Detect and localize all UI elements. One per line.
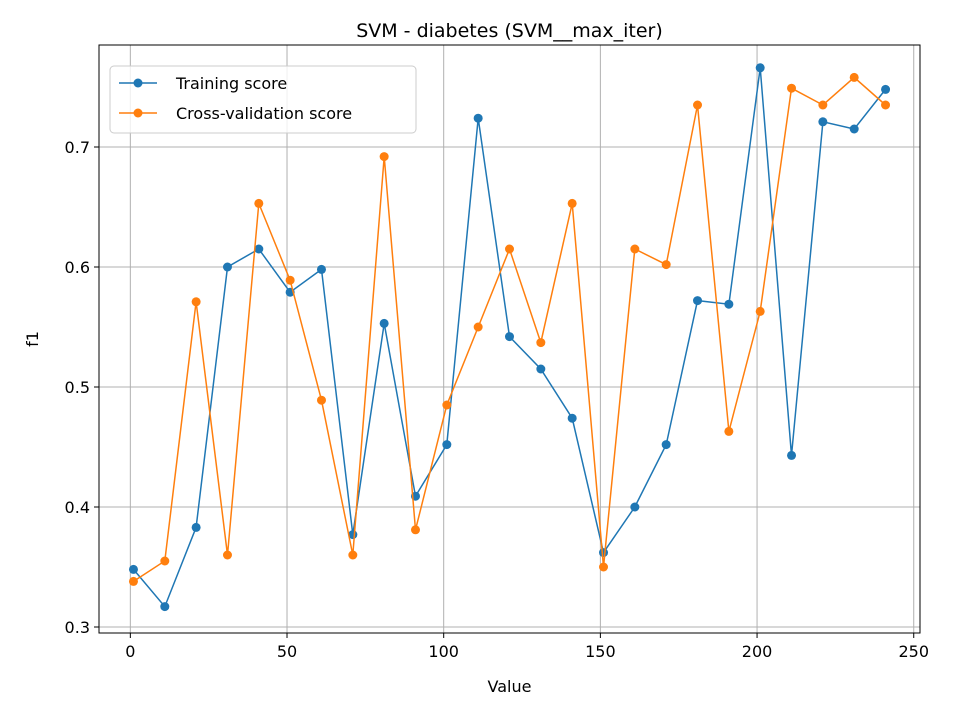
data-point	[160, 556, 170, 566]
series-training-score	[128, 63, 891, 612]
data-point	[442, 400, 452, 410]
legend-box	[109, 65, 417, 134]
y-tick-label: 0.3	[65, 618, 90, 637]
data-point	[285, 275, 295, 285]
x-tick-label: 150	[585, 642, 616, 661]
data-point	[316, 395, 326, 405]
legend-marker	[133, 108, 143, 118]
data-point	[849, 72, 859, 82]
data-point	[128, 576, 138, 586]
data-point	[755, 306, 765, 316]
data-point	[599, 548, 609, 558]
data-point	[379, 152, 389, 162]
y-tick-label: 0.4	[65, 498, 90, 517]
y-axis-title: f1	[23, 331, 42, 347]
data-point	[128, 564, 138, 574]
data-point	[818, 100, 828, 110]
x-tick-label: 100	[428, 642, 459, 661]
chart-title: SVM - diabetes (SVM__max_iter)	[356, 20, 663, 42]
data-point	[787, 83, 797, 93]
data-point	[379, 318, 389, 328]
legend: Training score Cross-validation score	[109, 65, 417, 134]
data-point	[254, 244, 264, 254]
data-point	[316, 264, 326, 274]
data-point	[599, 562, 609, 572]
data-point	[849, 124, 859, 134]
data-point	[410, 525, 420, 535]
y-tick-label: 0.7	[65, 138, 90, 157]
data-point	[881, 84, 891, 94]
data-point	[473, 322, 483, 332]
data-point	[755, 63, 765, 73]
x-axis-title: Value	[488, 677, 532, 696]
x-tick-label: 0	[125, 642, 135, 661]
data-point	[724, 426, 734, 436]
data-point	[693, 100, 703, 110]
data-point	[505, 244, 514, 254]
y-tick-label: 0.5	[65, 378, 90, 397]
data-point	[724, 299, 734, 309]
data-point	[222, 262, 232, 272]
ticks: 0 50 100 150 200 250 0.3 0.4 0.5 0.6 0.7	[65, 138, 929, 661]
legend-label: Cross-validation score	[176, 104, 352, 123]
data-point	[881, 100, 891, 110]
plot-frame	[98, 44, 921, 634]
data-point	[442, 440, 452, 450]
data-point	[567, 198, 577, 208]
y-tick-label: 0.6	[65, 258, 90, 277]
series-cross-validation-score	[128, 72, 891, 586]
data-point	[818, 117, 828, 127]
data-point	[693, 296, 703, 306]
x-tick-label: 250	[898, 642, 929, 661]
legend-marker	[133, 78, 143, 88]
series-layer	[128, 63, 891, 612]
data-point	[191, 297, 201, 307]
data-point	[661, 440, 671, 450]
data-point	[222, 550, 232, 560]
legend-label: Training score	[175, 74, 287, 93]
x-tick-label: 200	[742, 642, 773, 661]
data-point	[505, 332, 514, 342]
data-point	[348, 550, 358, 560]
data-point	[787, 450, 797, 460]
data-point	[160, 602, 170, 612]
data-point	[567, 413, 577, 423]
data-point	[630, 502, 640, 512]
data-point	[630, 244, 640, 254]
data-point	[661, 260, 671, 270]
data-point	[536, 338, 546, 348]
data-point	[473, 113, 483, 123]
data-point	[191, 522, 201, 532]
data-point	[536, 364, 546, 374]
x-tick-label: 50	[277, 642, 297, 661]
data-point	[254, 198, 264, 208]
